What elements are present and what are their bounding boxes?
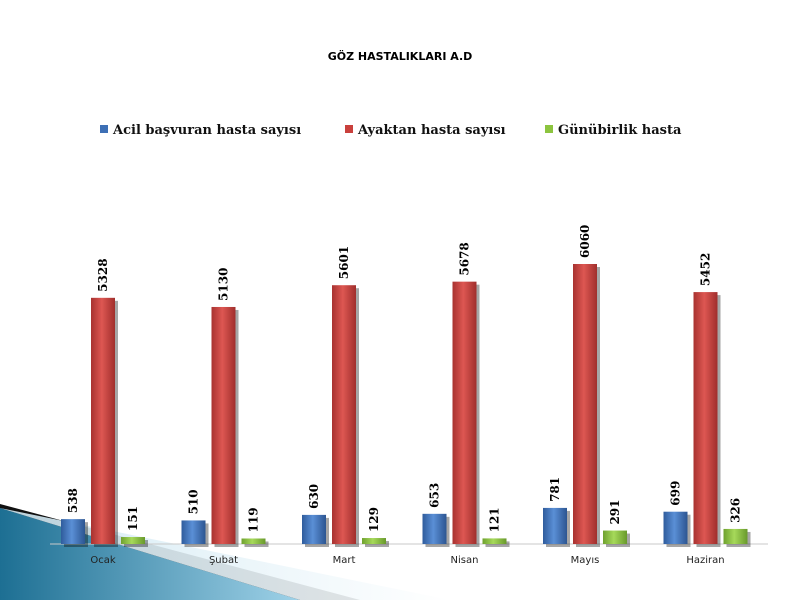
data-label-gunubirlik-hasta-subat: 119 bbox=[247, 507, 261, 532]
data-label-gunubirlik-hasta-mayis: 291 bbox=[608, 499, 622, 524]
bar-acil-basvuran-hasta-sayisi-subat bbox=[181, 520, 206, 544]
bar-gunubirlik-hasta-mart bbox=[362, 538, 386, 544]
bar-gunubirlik-hasta-subat bbox=[241, 538, 266, 544]
x-tick-label-subat: Şubat bbox=[209, 555, 238, 566]
data-label-acil-basvuran-hasta-sayisi-mayis: 781 bbox=[548, 477, 562, 502]
bar-ayaktan-hasta-sayisi-nisan bbox=[452, 281, 477, 544]
legend-item-ayaktan: Ayaktan hasta sayısı bbox=[345, 123, 506, 138]
legend-swatch-ayaktan bbox=[345, 125, 353, 133]
bar-ayaktan-hasta-sayisi-subat bbox=[211, 306, 236, 544]
data-label-ayaktan-hasta-sayisi-subat: 5130 bbox=[217, 268, 231, 301]
bar-ayaktan-hasta-sayisi-ocak bbox=[91, 297, 115, 544]
legend-swatch-gunubirlik bbox=[545, 125, 553, 133]
data-label-gunubirlik-hasta-mart: 129 bbox=[367, 507, 381, 532]
bar-shadow bbox=[365, 541, 389, 547]
bar-shadow bbox=[244, 541, 269, 547]
data-label-ayaktan-hasta-sayisi-mart: 5601 bbox=[337, 246, 351, 279]
data-label-ayaktan-hasta-sayisi-mayis: 6060 bbox=[578, 225, 592, 258]
bar-acil-basvuran-hasta-sayisi-ocak bbox=[61, 519, 85, 544]
bar-gunubirlik-hasta-haziran bbox=[723, 528, 748, 544]
data-label-gunubirlik-hasta-ocak: 151 bbox=[126, 506, 140, 531]
chart-legend: Acil başvuran hasta sayısı Ayaktan hasta… bbox=[100, 123, 720, 143]
x-tick-label-ocak: Ocak bbox=[90, 555, 115, 566]
chart-title: GÖZ HASTALIKLARI A.D bbox=[327, 50, 473, 63]
data-label-acil-basvuran-hasta-sayisi-mart: 630 bbox=[307, 484, 321, 509]
bar-ayaktan-hasta-sayisi-mart bbox=[332, 285, 356, 544]
legend-label-gunubirlik: Günübirlik hasta bbox=[558, 123, 682, 138]
legend-swatch-acil bbox=[100, 125, 108, 133]
x-tick-label-mayis: Mayıs bbox=[571, 555, 600, 566]
bar-ayaktan-hasta-sayisi-haziran bbox=[693, 292, 718, 544]
bar-acil-basvuran-hasta-sayisi-haziran bbox=[663, 511, 688, 544]
legend-label-acil: Acil başvuran hasta sayısı bbox=[113, 123, 302, 138]
data-label-ayaktan-hasta-sayisi-ocak: 5328 bbox=[96, 258, 110, 291]
legend-label-ayaktan: Ayaktan hasta sayısı bbox=[358, 123, 506, 138]
legend-item-gunubirlik: Günübirlik hasta bbox=[545, 123, 681, 138]
data-label-ayaktan-hasta-sayisi-nisan: 5678 bbox=[458, 242, 472, 275]
bar-gunubirlik-hasta-ocak bbox=[121, 537, 145, 544]
data-label-gunubirlik-hasta-nisan: 121 bbox=[488, 507, 502, 532]
data-label-acil-basvuran-hasta-sayisi-ocak: 538 bbox=[66, 488, 80, 513]
x-tick-label-mart: Mart bbox=[333, 555, 356, 566]
bar-gunubirlik-hasta-mayis bbox=[603, 530, 627, 544]
bar-acil-basvuran-hasta-sayisi-mart bbox=[302, 514, 326, 544]
legend-item-acil: Acil başvuran hasta sayısı bbox=[100, 123, 301, 138]
bar-shadow bbox=[485, 541, 510, 547]
data-label-ayaktan-hasta-sayisi-haziran: 5452 bbox=[699, 253, 713, 286]
bar-gunubirlik-hasta-nisan bbox=[482, 538, 507, 544]
x-tick-label-haziran: Haziran bbox=[686, 555, 724, 566]
data-label-gunubirlik-hasta-haziran: 326 bbox=[729, 498, 743, 523]
bar-acil-basvuran-hasta-sayisi-mayis bbox=[543, 507, 567, 544]
data-label-acil-basvuran-hasta-sayisi-haziran: 699 bbox=[669, 481, 683, 506]
data-label-acil-basvuran-hasta-sayisi-subat: 510 bbox=[187, 489, 201, 514]
data-label-acil-basvuran-hasta-sayisi-nisan: 653 bbox=[428, 483, 442, 508]
bar-acil-basvuran-hasta-sayisi-nisan bbox=[422, 513, 447, 544]
x-tick-label-nisan: Nisan bbox=[451, 555, 479, 566]
bar-ayaktan-hasta-sayisi-mayis bbox=[573, 264, 597, 544]
